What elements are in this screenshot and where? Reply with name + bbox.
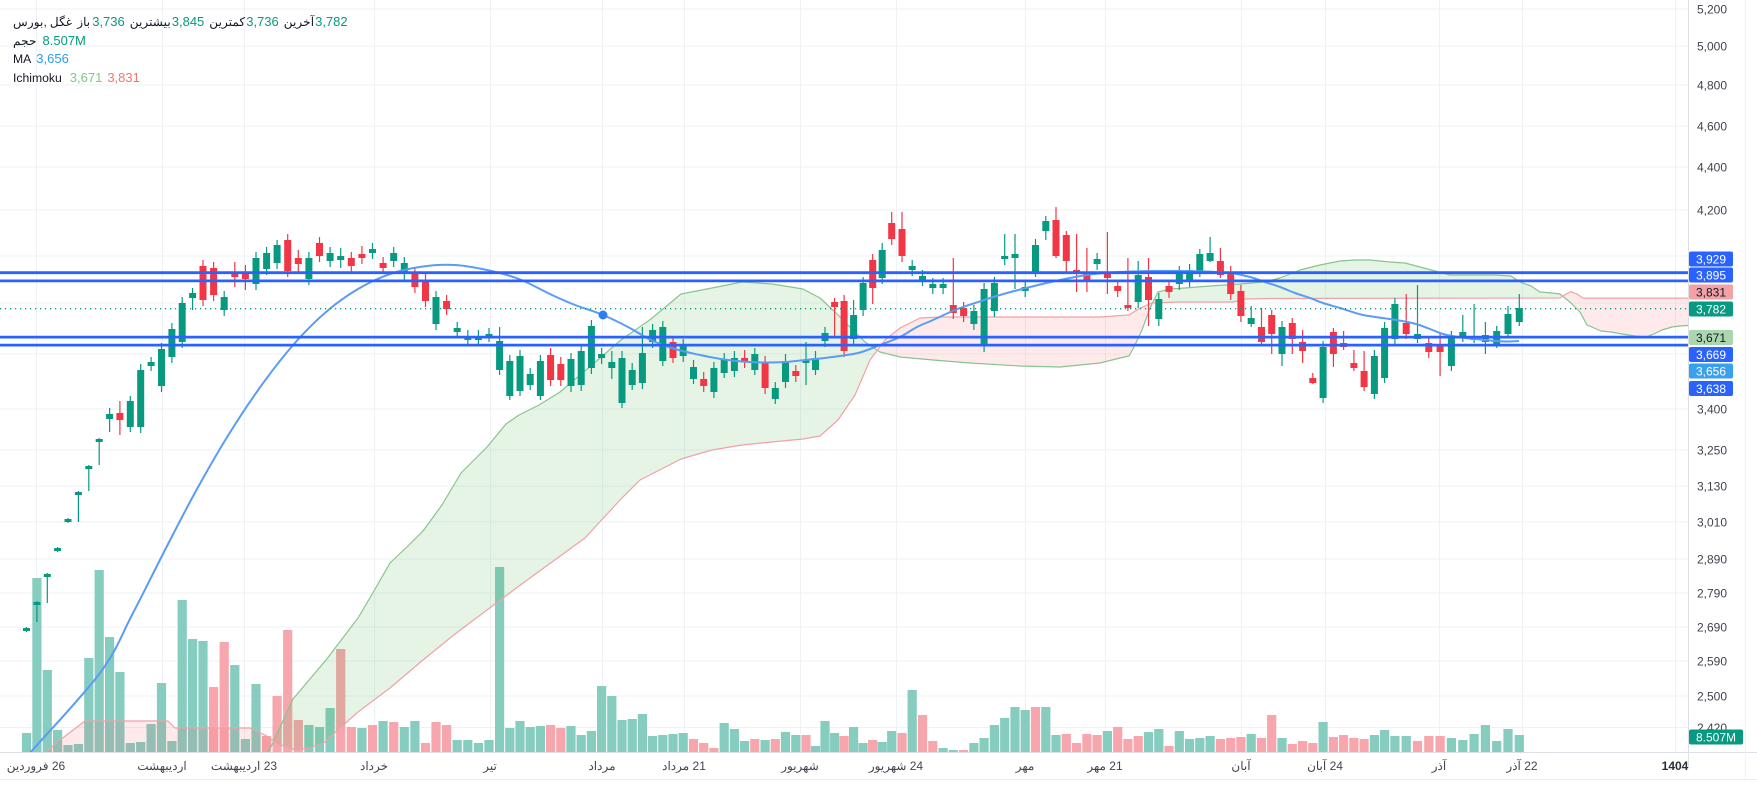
svg-text:مهر‎ 21: مهر‎ 21 <box>1086 759 1123 773</box>
svg-text:شهریور: شهریور <box>780 759 819 773</box>
svg-text:3,929: 3,929 <box>1696 253 1726 267</box>
svg-text:2,500: 2,500 <box>1697 690 1727 704</box>
svg-text:4,800: 4,800 <box>1697 79 1727 93</box>
svg-text:اردیبهشت: اردیبهشت <box>137 759 186 773</box>
svg-text:4,400: 4,400 <box>1697 161 1727 175</box>
svg-text:4,600: 4,600 <box>1697 120 1727 134</box>
svg-text:مرداد: مرداد <box>588 759 615 773</box>
svg-text:1404: 1404 <box>1662 759 1689 773</box>
svg-text:3,638: 3,638 <box>1696 382 1726 396</box>
svg-text:8.507M: 8.507M <box>1696 731 1736 745</box>
svg-text:آذر‎ 22: آذر‎ 22 <box>1505 758 1537 773</box>
svg-text:3,671: 3,671 <box>1696 331 1726 345</box>
svg-text:مهر: مهر <box>1015 759 1035 773</box>
svg-text:3,669: 3,669 <box>1696 348 1726 362</box>
svg-text:5,200: 5,200 <box>1697 3 1727 17</box>
svg-text:3,782: 3,782 <box>1696 303 1726 317</box>
svg-text:4,200: 4,200 <box>1697 204 1727 218</box>
svg-text:2,790: 2,790 <box>1697 587 1727 601</box>
svg-text:مرداد‎ 21: مرداد‎ 21 <box>662 759 706 773</box>
svg-text:3,895: 3,895 <box>1696 269 1726 283</box>
svg-text:تیر: تیر <box>482 759 497 773</box>
svg-text:خرداد: خرداد <box>360 759 388 773</box>
svg-text:3,400: 3,400 <box>1697 403 1727 417</box>
svg-text:2,590: 2,590 <box>1697 655 1727 669</box>
svg-text:آذر: آذر <box>1431 758 1447 773</box>
svg-text:5,000: 5,000 <box>1697 40 1727 54</box>
svg-text:3,831: 3,831 <box>1696 286 1726 300</box>
svg-text:3,656: 3,656 <box>1696 365 1726 379</box>
svg-text:2,890: 2,890 <box>1697 553 1727 567</box>
svg-text:آبان: آبان <box>1231 758 1251 773</box>
svg-text:2,690: 2,690 <box>1697 621 1727 635</box>
svg-text:اردیبهشت‎ 23: اردیبهشت‎ 23 <box>211 759 277 773</box>
svg-text:3,130: 3,130 <box>1697 480 1727 494</box>
svg-text:3,010: 3,010 <box>1697 516 1727 530</box>
svg-text:شهریور‎ 24: شهریور‎ 24 <box>868 759 924 773</box>
svg-text:3,250: 3,250 <box>1697 444 1727 458</box>
svg-text:فروردین‎ 26: فروردین‎ 26 <box>7 759 66 773</box>
svg-text:آبان‎ 24: آبان‎ 24 <box>1307 758 1343 773</box>
